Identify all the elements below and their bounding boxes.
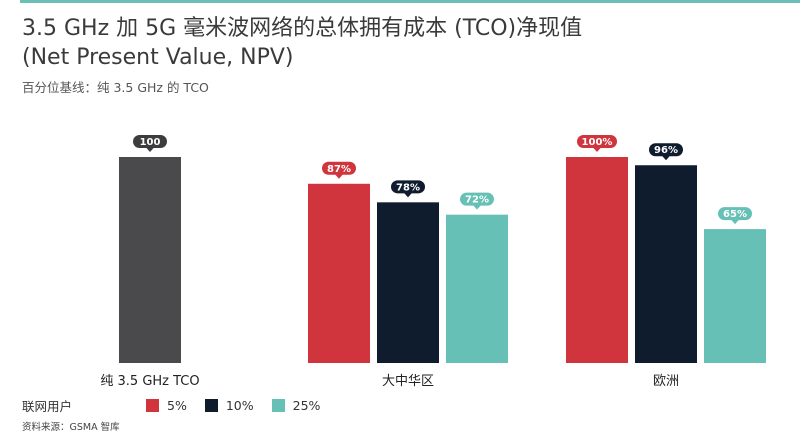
legend-label-10pct: 10%: [225, 397, 254, 413]
legend-swatch-10pct: [204, 398, 218, 412]
bar-greater-china-10pct-pill: [391, 180, 425, 194]
bar-europe-5pct-pointer: [593, 147, 601, 152]
bar-europe-5pct-data-label: 100%: [582, 137, 613, 148]
category-label-europe: 欧洲: [653, 374, 679, 389]
legend-title: 联网用户: [22, 398, 73, 414]
bar-europe-10pct: [635, 165, 697, 363]
bar-europe-10pct-pill: [649, 143, 683, 157]
bar-europe-25pct: [704, 229, 766, 363]
legend-label-25pct: 25%: [292, 397, 321, 413]
legend-swatch-5pct: [146, 398, 160, 412]
legend-label-5pct: 5%: [167, 397, 187, 413]
bar-baseline-pill: [133, 135, 167, 148]
bar-greater-china-25pct: [446, 214, 508, 363]
bar-chart: 100 纯 3.5 GHz TCO 87% 78% 72% 大中华区 100% 96% 65% 欧…: [100, 135, 766, 389]
bar-greater-china-25pct-pointer: [473, 205, 481, 210]
bar-greater-china-25pct-data-label: 72%: [465, 195, 489, 206]
legend-swatch-25pct: [271, 398, 285, 412]
bar-europe-25pct-pointer: [731, 219, 739, 225]
bar-greater-china-10pct-pointer: [404, 192, 412, 198]
category-label-greater-china: 大中华区: [382, 374, 434, 389]
top-accent-rule: [20, 0, 800, 3]
bar-greater-china-25pct-pill: [460, 192, 494, 206]
legend-item-25pct: 25%: [271, 397, 321, 413]
chart-title-line2: (Net Present Value, NPV): [22, 45, 294, 70]
chart-subtitle: 百分位基线：纯 3.5 GHz 的 TCO: [22, 80, 209, 95]
bar-greater-china-10pct: [377, 202, 439, 363]
legend-item-5pct: 5%: [146, 398, 187, 413]
bar-greater-china-5pct-pointer: [335, 174, 343, 179]
bar-greater-china-5pct-data-label: 87%: [327, 164, 351, 175]
bar-greater-china-5pct-pill: [322, 161, 356, 175]
legend: 联网用户 5% 10% 25%: [22, 396, 338, 414]
category-label-baseline: 纯 3.5 GHz TCO: [100, 374, 199, 389]
chart-title-line1: 3.5 GHz 加 5G 毫米波网络的总体拥有成本 (TCO)净现值: [22, 16, 583, 41]
legend-item-10pct: 10%: [204, 397, 254, 413]
bar-greater-china-10pct-data-label: 78%: [396, 182, 420, 193]
source-note: 资料来源：GSMA 智库: [22, 422, 120, 433]
chart-title: 3.5 GHz 加 5G 毫米波网络的总体拥有成本 (TCO)净现值 (Net …: [22, 14, 782, 72]
bar-baseline-pointer: [146, 147, 154, 152]
bar-greater-china-5pct: [308, 183, 370, 363]
bar-europe-5pct: [566, 157, 628, 363]
bar-europe-10pct-data-label: 96%: [654, 145, 678, 156]
bar-europe-10pct-pointer: [662, 155, 670, 161]
bar-baseline: [119, 157, 181, 363]
bar-europe-25pct-pill: [718, 207, 752, 221]
bar-europe-5pct-pill: [577, 135, 617, 148]
bar-europe-25pct-data-label: 65%: [723, 209, 747, 220]
bar-baseline-data-label: 100: [140, 137, 161, 148]
